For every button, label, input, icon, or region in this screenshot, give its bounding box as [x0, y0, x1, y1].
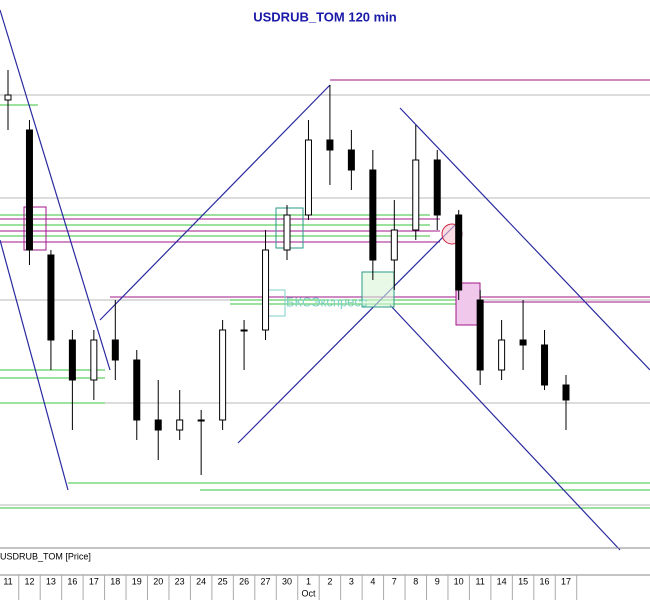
- candle-body: [326, 139, 334, 151]
- candle-body: [519, 339, 527, 346]
- x-tick-label: 23: [175, 576, 185, 586]
- x-tick-label: 18: [110, 576, 120, 586]
- x-tick-label: 11: [475, 576, 484, 586]
- x-tick-label: 17: [561, 576, 571, 586]
- x-tick-label: 20: [153, 576, 163, 586]
- x-tick-label: 10: [454, 576, 464, 586]
- x-tick-label: 7: [392, 576, 397, 586]
- x-tick-label: 8: [413, 576, 418, 586]
- candle-body: [541, 344, 549, 386]
- chart-title: USDRUB_TOM 120 min: [253, 9, 397, 24]
- x-tick-label: 16: [540, 576, 550, 586]
- candle-body: [197, 419, 205, 422]
- x-tick-label: 9: [435, 576, 440, 586]
- x-tick-label: 15: [518, 576, 528, 586]
- candle-body: [369, 169, 377, 261]
- x-tick-label: 24: [196, 576, 206, 586]
- candle-body: [433, 159, 441, 216]
- candle-body: [240, 329, 248, 332]
- candle-body: [562, 384, 570, 401]
- horizontal-levels: [0, 79, 650, 509]
- candle-body: [262, 249, 270, 331]
- candle-body: [304, 139, 312, 216]
- x-tick-label: 11: [3, 576, 12, 586]
- x-tick-label: 19: [132, 576, 142, 586]
- candle-body: [455, 214, 463, 291]
- x-tick-label: 14: [497, 576, 507, 586]
- x-tick-label: 17: [89, 576, 99, 586]
- month-label: Oct: [301, 588, 316, 598]
- watermark: БКСЭкспресс: [286, 294, 368, 309]
- x-tick-label: 4: [370, 576, 375, 586]
- candle-body: [347, 149, 355, 171]
- candle-body: [219, 329, 227, 421]
- candle-body: [498, 339, 506, 371]
- candle-body: [176, 419, 184, 431]
- candle-body: [25, 129, 33, 251]
- x-tick-label: 2: [327, 576, 332, 586]
- candle-body: [154, 419, 162, 431]
- candle-body: [412, 159, 420, 231]
- candle-body: [476, 299, 484, 371]
- candle-body: [68, 339, 76, 381]
- candle-body: [90, 339, 98, 381]
- x-tick-label: 27: [261, 576, 271, 586]
- candle-body: [133, 359, 141, 421]
- trend-lines: [0, 9, 650, 551]
- candle-body: [47, 254, 55, 341]
- candle-body: [111, 339, 119, 361]
- x-tick-label: 26: [239, 576, 249, 586]
- x-tick-label: 30: [282, 576, 292, 586]
- candle-body: [390, 229, 398, 261]
- series-label: USDRUB_TOM [Price]: [0, 551, 91, 561]
- candle-body: [283, 214, 291, 251]
- x-tick-label: 13: [46, 576, 56, 586]
- x-tick-label: 1: [306, 576, 311, 586]
- x-tick-label: 16: [67, 576, 77, 586]
- x-tick-label: 12: [24, 576, 34, 586]
- x-tick-label: 3: [349, 576, 354, 586]
- x-tick-label: 25: [218, 576, 228, 586]
- candle-body: [4, 94, 12, 101]
